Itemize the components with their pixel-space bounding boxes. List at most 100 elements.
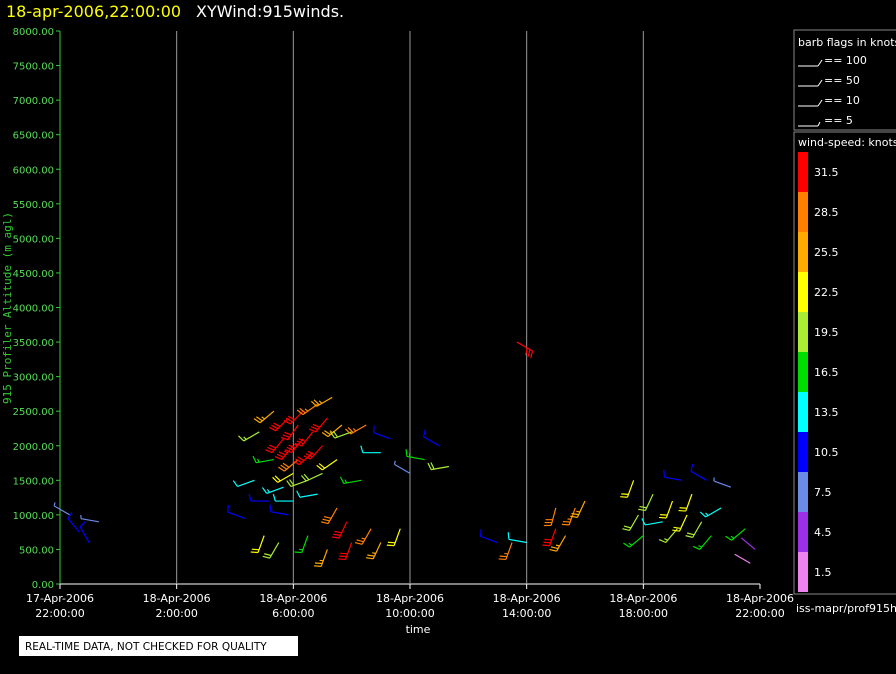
chart-title: 18-apr-2006,22:00:00 — [6, 2, 181, 21]
wind-barb — [641, 518, 663, 526]
wind-barb — [283, 410, 304, 425]
x-tick-label: 18-Apr-2006 — [609, 592, 677, 605]
colorbar-swatch — [798, 552, 808, 592]
wind-barb — [280, 424, 299, 441]
wind-barb — [274, 445, 294, 461]
wind-barb — [227, 504, 245, 519]
wind-barb — [232, 479, 255, 488]
wind-barb — [339, 476, 362, 485]
colorbar-label: 1.5 — [814, 566, 832, 579]
wind-barb — [296, 403, 318, 416]
wind-barb — [272, 472, 294, 483]
y-tick-label: 3500.00 — [13, 338, 54, 349]
y-tick-label: 3000.00 — [13, 373, 54, 384]
wind-barb — [313, 549, 328, 567]
wind-barb — [725, 528, 746, 541]
legend-entry: == 5 — [824, 114, 853, 127]
chart-subtitle: XYWind:915winds. — [196, 2, 344, 21]
wind-barb — [261, 486, 284, 494]
wind-barb — [269, 504, 289, 516]
wind-barb — [310, 396, 333, 407]
wind-barb — [620, 480, 635, 498]
wind-barb — [427, 462, 449, 471]
wind-barb — [386, 528, 401, 547]
wind-barb — [405, 449, 425, 461]
wind-barb — [365, 542, 382, 560]
y-tick-label: 7000.00 — [13, 96, 54, 107]
colorbar-swatch — [798, 392, 808, 432]
wind-barb — [253, 410, 275, 424]
wind-barb — [79, 521, 90, 543]
colorbar-label: 4.5 — [814, 526, 832, 539]
wind-barb — [331, 521, 348, 539]
y-axis-label: 915 Profiler Altitude (m agl) — [1, 212, 14, 404]
x-tick-label: 18-Apr-2006 — [259, 592, 327, 605]
wind-barb — [238, 431, 260, 442]
wind-barb — [308, 417, 328, 433]
wind-barb — [678, 493, 693, 512]
y-tick-label: 500.00 — [19, 545, 54, 556]
y-tick-label: 1500.00 — [13, 476, 54, 487]
wind-barb — [713, 477, 732, 488]
colorbar-swatch — [798, 352, 808, 392]
barb-legend-box — [793, 29, 896, 131]
wind-barb — [623, 535, 644, 548]
colorbar-label: 13.5 — [814, 406, 839, 419]
colorbar-label: 28.5 — [814, 206, 839, 219]
wind-barb — [692, 535, 712, 550]
wind-barb — [570, 500, 586, 518]
wind-barb — [498, 542, 513, 561]
wind-barb — [272, 493, 294, 502]
wind-barb — [672, 514, 688, 532]
legend-barb-flag — [817, 99, 823, 107]
x-tick-label: 18-Apr-2006 — [493, 592, 561, 605]
colorbar-swatch — [798, 432, 808, 472]
colorbar-swatch — [798, 512, 808, 552]
wind-barb — [659, 500, 674, 519]
wind-barb — [622, 514, 639, 532]
y-tick-label: 7500.00 — [13, 62, 54, 73]
wind-barb — [685, 521, 703, 538]
y-tick-label: 8000.00 — [13, 27, 54, 38]
x-tick-label: 18-Apr-2006 — [143, 592, 211, 605]
legend-barb-flag — [817, 121, 821, 127]
source: iss-mapr/prof915h — [796, 602, 896, 615]
colorbar-label: 31.5 — [814, 166, 839, 179]
wind-barb — [248, 493, 270, 502]
x-tick-label: 18-Apr-2006 — [376, 592, 444, 605]
colorbar-label: 25.5 — [814, 246, 839, 259]
wind-barb — [262, 542, 280, 559]
y-tick-label: 5500.00 — [13, 200, 54, 211]
wind-barb — [303, 445, 323, 460]
legend-entry: == 10 — [824, 94, 860, 107]
colorbar-title: wind-speed: knots — [798, 136, 896, 149]
colorbar-swatch — [798, 192, 808, 232]
wind-barb — [699, 507, 722, 518]
colorbar-label: 22.5 — [814, 286, 839, 299]
y-tick-label: 2500.00 — [13, 407, 54, 418]
wind-barb — [516, 341, 534, 359]
wind-barb — [294, 431, 314, 447]
y-tick-label: 6000.00 — [13, 165, 54, 176]
x-axis-label: time — [406, 623, 431, 636]
y-tick-label: 5000.00 — [13, 234, 54, 245]
wind-barb — [638, 493, 654, 512]
wind-barb — [734, 553, 751, 564]
wind-barb — [284, 438, 304, 454]
wind-barb — [549, 535, 567, 552]
wind-barb — [53, 502, 71, 516]
wind-barb — [740, 537, 756, 550]
wind-barb — [292, 452, 314, 466]
wind-barb — [542, 528, 557, 547]
wind-barb — [296, 490, 318, 498]
wind-barb — [67, 511, 80, 533]
x-tick-label: 10:00:00 — [385, 607, 434, 620]
y-tick-label: 4500.00 — [13, 269, 54, 280]
wind-barb — [321, 424, 343, 438]
colorbar-swatch — [798, 272, 808, 312]
wind-barb — [320, 507, 338, 525]
wind-barb — [663, 469, 683, 481]
wind-barb — [300, 472, 323, 482]
wind-barb — [316, 459, 338, 471]
